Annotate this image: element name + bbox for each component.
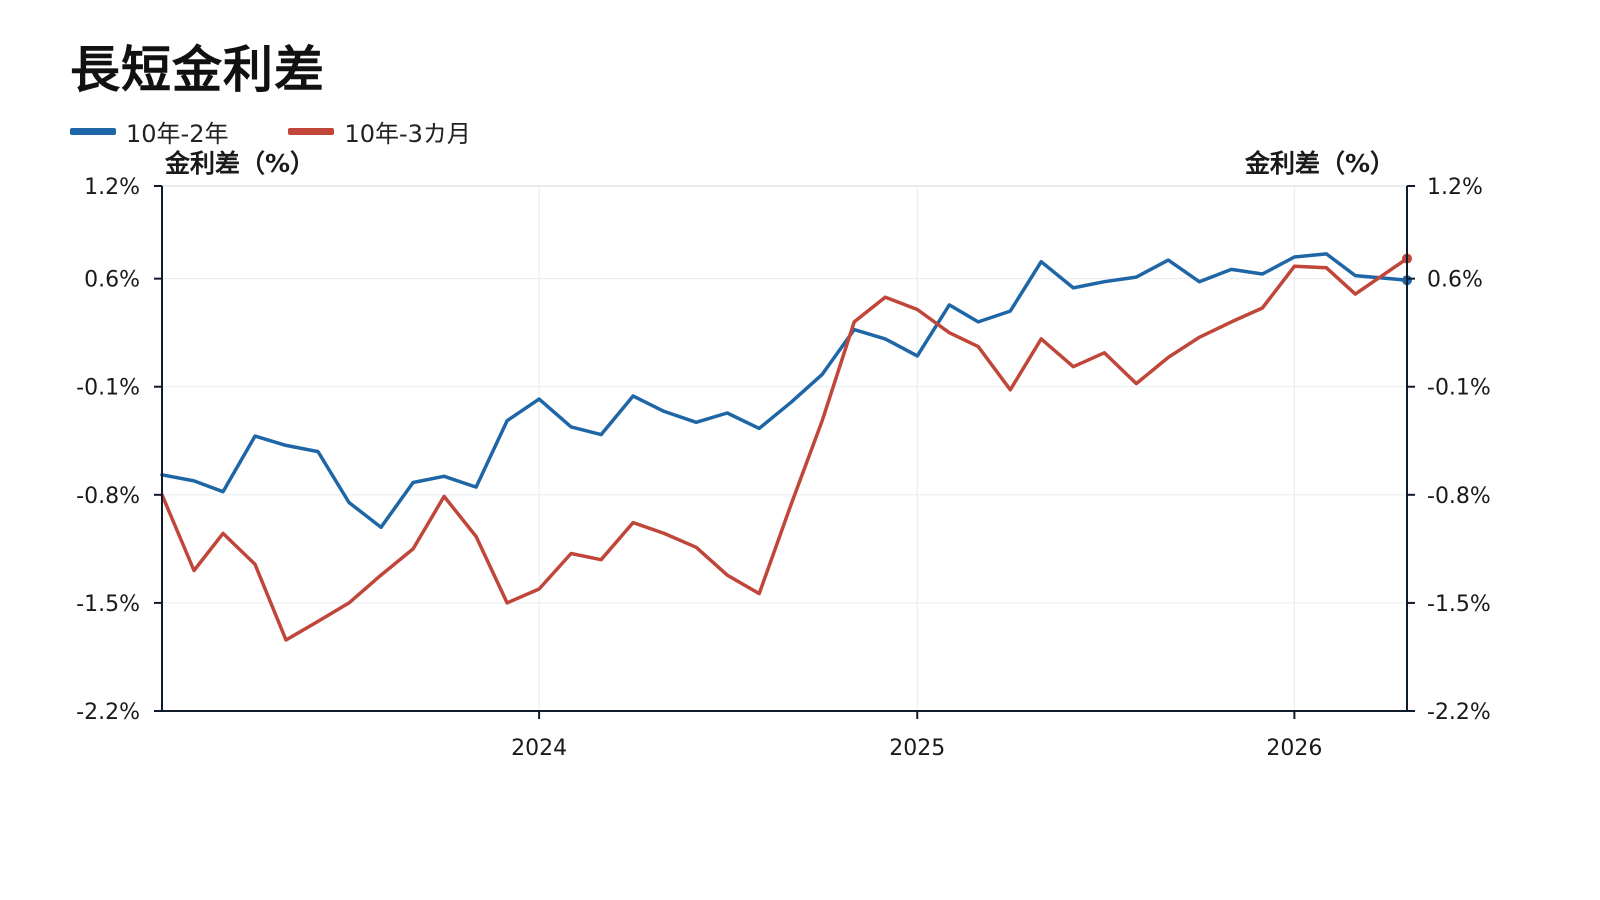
y-tick-label-left: 0.6%: [84, 268, 140, 293]
y-tick-label-right: -0.1%: [1427, 376, 1491, 401]
y-tick-label-right: -2.2%: [1427, 700, 1491, 725]
x-tick-label: 2024: [511, 736, 567, 761]
y-tick-label-left: -2.2%: [76, 700, 140, 725]
y-tick-label-right: -0.8%: [1427, 484, 1491, 509]
x-tick-label: 2026: [1266, 736, 1322, 761]
tick-labels: 1.2% 1.2% 0.6% 0.6% -0.1% -0.1% -0.8% -0.8% -1.5…: [76, 175, 1491, 761]
y-tick-label-left: 1.2%: [84, 175, 140, 200]
y-tick-label-right: 0.6%: [1427, 268, 1483, 293]
legend-label-10y3m: 10年-3カ月: [344, 120, 471, 148]
y-tick-label-left: -0.8%: [76, 484, 140, 509]
legend-swatch-10y2y: [70, 128, 116, 135]
x-tick-label: 2025: [889, 736, 945, 761]
y-axis-title-right: 金利差（%）: [1244, 149, 1395, 178]
legend-swatch-10y3m: [288, 128, 335, 135]
y-tick-label-right: 1.2%: [1427, 175, 1483, 200]
legend-item-10y3m[interactable]: 10年-3カ月: [288, 114, 471, 149]
y-axis-title-left: 金利差（%）: [164, 149, 315, 178]
y-tick-label-left: -1.5%: [76, 592, 140, 617]
series-line-10y3m: [160, 256, 1409, 642]
series-line-10y2y: [160, 252, 1409, 530]
legend-item-10y2y[interactable]: 10年-2年: [70, 114, 228, 149]
legend: 10年-2年 10年-3カ月: [70, 114, 471, 149]
series-layer: [160, 252, 1412, 642]
y-tick-label-right: -1.5%: [1427, 592, 1491, 617]
legend-label-10y2y: 10年-2年: [126, 120, 229, 148]
chart-title: 長短金利差: [70, 41, 325, 99]
axes: [154, 185, 1415, 719]
grid: [162, 185, 1407, 712]
y-tick-label-left: -0.1%: [76, 376, 140, 401]
